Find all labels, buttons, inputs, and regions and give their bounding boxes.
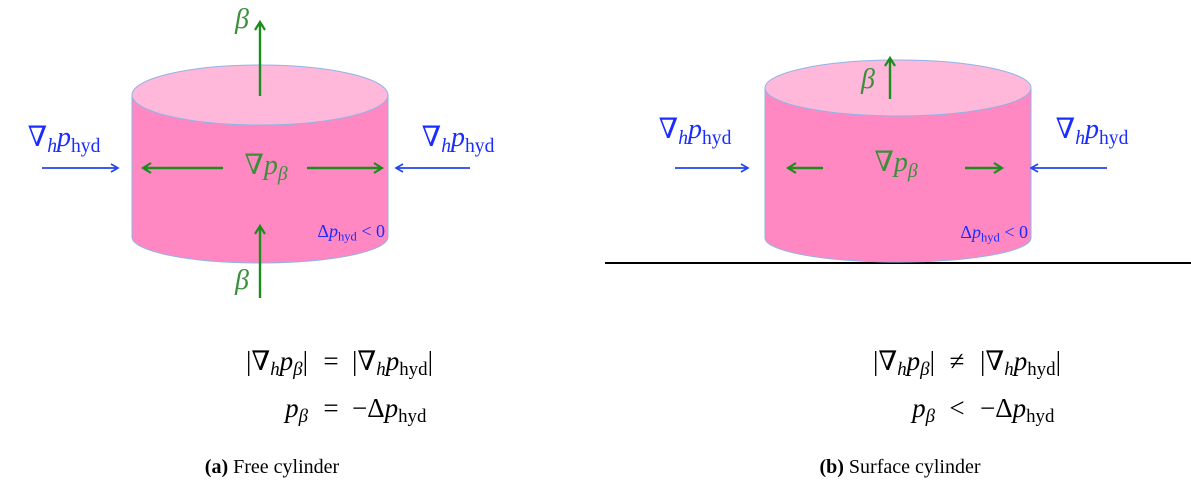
- math-run: ∇: [659, 114, 679, 145]
- math-run: ∇: [422, 122, 442, 153]
- math-run: hyd: [702, 128, 732, 149]
- math-run: −Δ: [352, 393, 385, 423]
- math-run: β: [277, 164, 288, 185]
- math-run: ∇: [28, 122, 48, 153]
- equation-relation: ≠: [950, 346, 965, 376]
- math-run: p: [327, 221, 338, 241]
- math-run: hyd: [399, 359, 428, 380]
- math-run: h: [897, 359, 906, 380]
- math-run: β: [234, 265, 249, 296]
- math-run: h: [376, 359, 385, 380]
- equation-left: pβ: [910, 393, 936, 427]
- math-run: |: [428, 346, 433, 376]
- math-run: p: [1011, 393, 1027, 423]
- caption-tag: (b): [819, 456, 843, 478]
- math-run: ∇: [874, 147, 894, 178]
- math-run: |∇: [246, 346, 270, 376]
- beta-label: β: [234, 265, 249, 296]
- math-run: p: [384, 346, 400, 376]
- math-run: hyd: [1027, 359, 1056, 380]
- math-run: h: [47, 136, 57, 157]
- math-run: hyd: [338, 229, 358, 243]
- grad-label: ∇hphyd: [422, 122, 495, 156]
- math-run: β: [298, 406, 309, 427]
- math-run: β: [234, 4, 249, 35]
- grad-label: ∇hphyd: [1056, 114, 1129, 148]
- math-run: h: [270, 359, 279, 380]
- grad-label: ∇hphyd: [659, 114, 732, 148]
- caption: (b) Surface cylinder: [819, 456, 980, 478]
- math-run: h: [678, 128, 688, 149]
- equation-right: |∇hphyd|: [352, 346, 433, 380]
- grad-label: ∇hphyd: [28, 122, 101, 156]
- equation-left: pβ: [283, 393, 309, 427]
- math-run: Δ: [960, 222, 972, 242]
- math-run: p: [905, 346, 921, 376]
- caption-text: Surface cylinder: [849, 456, 981, 478]
- math-run: |∇: [980, 346, 1004, 376]
- math-run: p: [55, 122, 71, 153]
- math-run: h: [441, 136, 451, 157]
- equation-right: −Δphyd: [352, 393, 427, 427]
- math-run: p: [1012, 346, 1028, 376]
- caption: (a) Free cylinder: [205, 456, 340, 478]
- math-run: p: [910, 393, 926, 423]
- equation-right: |∇hphyd|: [980, 346, 1061, 380]
- figure: β β ∇hphyd ∇hphyd ∇pβ Δphyd < 0 β ∇hphyd…: [0, 0, 1191, 493]
- beta-label: β: [234, 4, 249, 35]
- math-run: p: [892, 147, 908, 178]
- math-run: < 0: [1000, 222, 1028, 242]
- equation-relation: =: [323, 393, 338, 423]
- math-run: −Δ: [980, 393, 1013, 423]
- math-run: ∇: [1056, 114, 1076, 145]
- math-run: p: [686, 114, 702, 145]
- math-run: p: [449, 122, 465, 153]
- math-run: < 0: [357, 221, 385, 241]
- math-run: |∇: [873, 346, 897, 376]
- math-run: p: [1083, 114, 1099, 145]
- math-run: hyd: [465, 136, 495, 157]
- beta-label: β: [860, 64, 875, 95]
- math-run: hyd: [398, 406, 427, 427]
- caption-text: Free cylinder: [233, 456, 339, 478]
- math-run: β: [907, 161, 918, 182]
- equation-left: |∇hpβ|: [246, 346, 308, 380]
- math-run: β: [292, 359, 303, 380]
- math-run: hyd: [1099, 128, 1129, 149]
- math-run: β: [925, 406, 936, 427]
- equation-left: |∇hpβ|: [873, 346, 935, 380]
- math-run: h: [1075, 128, 1085, 149]
- math-run: |: [1056, 346, 1061, 376]
- math-run: p: [262, 150, 278, 181]
- math-run: p: [383, 393, 399, 423]
- equation-relation: <: [949, 393, 964, 423]
- caption-tag: (a): [205, 456, 228, 478]
- math-run: p: [278, 346, 294, 376]
- math-run: ∇: [244, 150, 264, 181]
- math-run: |: [303, 346, 308, 376]
- math-run: p: [283, 393, 299, 423]
- equation-right: −Δphyd: [980, 393, 1055, 427]
- math-run: β: [919, 359, 930, 380]
- math-run: hyd: [71, 136, 101, 157]
- equation-relation: =: [323, 346, 338, 376]
- math-run: β: [860, 64, 875, 95]
- math-run: hyd: [1026, 406, 1055, 427]
- math-run: hyd: [981, 230, 1001, 244]
- math-run: |∇: [352, 346, 376, 376]
- math-run: Δ: [317, 221, 329, 241]
- math-run: h: [1004, 359, 1013, 380]
- math-run: |: [930, 346, 935, 376]
- math-run: p: [970, 222, 981, 242]
